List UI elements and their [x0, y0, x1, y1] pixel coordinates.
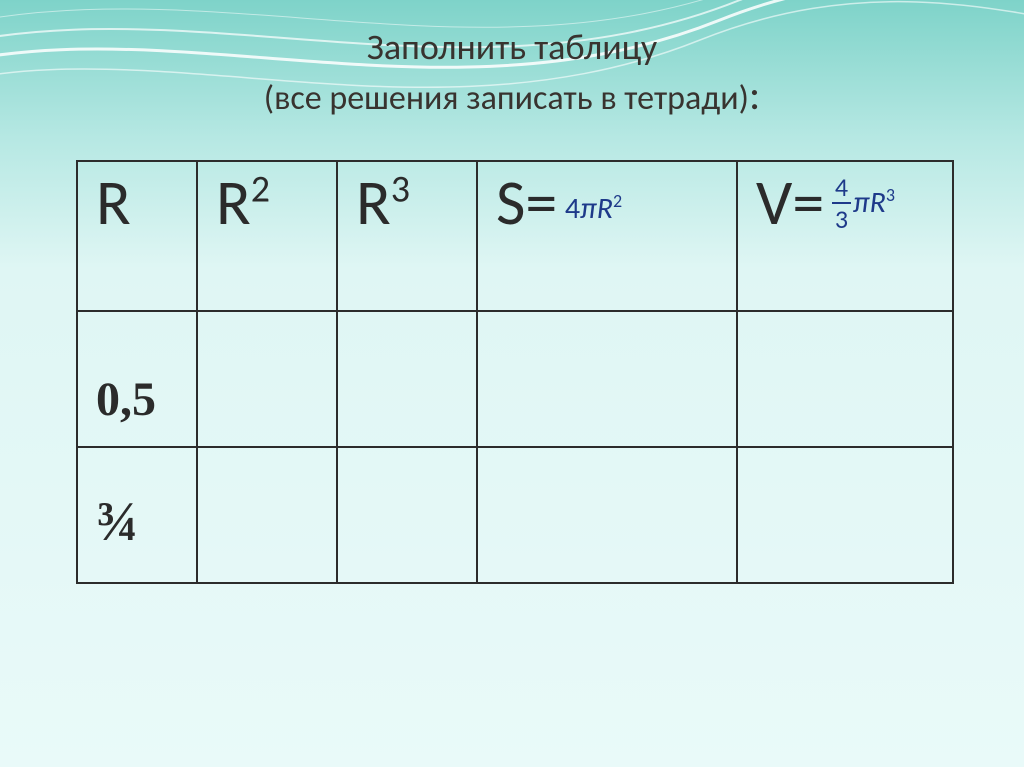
slide-title: Заполнить таблицу (все решения записать … [0, 0, 1024, 124]
cell-v-1 [737, 447, 953, 583]
table-row: ¾ [77, 447, 953, 583]
cell-r-1: ¾ [77, 447, 197, 583]
header-V-label: V= [756, 168, 824, 238]
title-line-2: (все решения записать в тетради): [0, 69, 1024, 124]
slide: Заполнить таблицу (все решения записать … [0, 0, 1024, 767]
header-R2-label: R2 [216, 164, 270, 242]
table-row: 0,5 [77, 311, 953, 447]
header-R3-label: R3 [356, 164, 410, 242]
header-V-formula: 4 3 πR3 [832, 176, 895, 234]
header-R3: R3 [337, 161, 477, 311]
title-colon: : [749, 70, 760, 121]
title-line-2-text: (все решения записать в тетради) [264, 78, 749, 119]
header-R-label: R [96, 164, 131, 242]
header-V: V= 4 3 πR3 [737, 161, 953, 311]
header-R2: R2 [197, 161, 337, 311]
header-S: S= 4πR2 [477, 161, 737, 311]
title-line-1: Заполнить таблицу [0, 26, 1024, 69]
header-S-label: S= [496, 164, 557, 242]
cell-r2-0 [197, 311, 337, 447]
table-container: R R2 R3 S= 4πR2 [76, 160, 952, 584]
cell-r3-1 [337, 447, 477, 583]
formula-table: R R2 R3 S= 4πR2 [76, 160, 954, 584]
cell-r-0-value: 0,5 [96, 318, 186, 427]
cell-v-0 [737, 311, 953, 447]
table-header-row: R R2 R3 S= 4πR2 [77, 161, 953, 311]
cell-r3-0 [337, 311, 477, 447]
header-S-formula: 4πR2 [565, 190, 622, 227]
header-R: R [77, 161, 197, 311]
cell-s-0 [477, 311, 737, 447]
cell-r2-1 [197, 447, 337, 583]
cell-s-1 [477, 447, 737, 583]
cell-r-0: 0,5 [77, 311, 197, 447]
cell-r-1-value: ¾ [96, 454, 186, 554]
